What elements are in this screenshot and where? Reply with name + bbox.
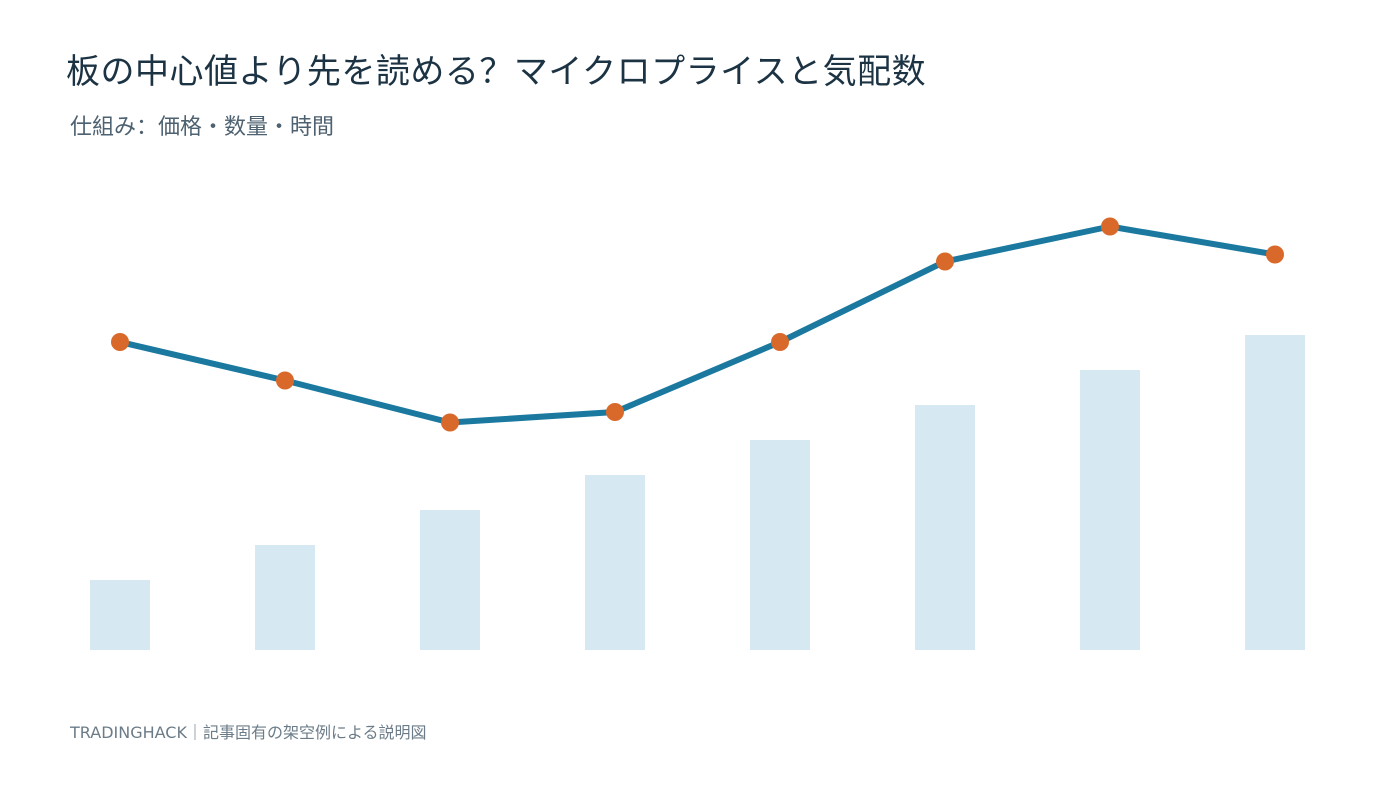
bar-series [90,335,1305,650]
bar-6 [915,405,975,650]
line-point-1 [111,333,129,351]
chart-title: 板の中心値より先を読める？マイクロプライスと気配数 [66,52,927,92]
line-series [117,223,1278,426]
bar-4 [585,475,645,650]
line-point-8 [1266,245,1284,264]
line-point-6 [936,252,954,271]
line-point-4 [606,403,624,421]
source-footer: TRADINGHACK｜記事固有の架空例による説明図 [70,723,427,742]
bar-3 [420,510,480,650]
bar-8 [1245,335,1305,650]
bar-2 [255,545,315,650]
line-point-2 [276,371,294,390]
line-point-5 [771,333,789,351]
bar-5 [750,440,810,650]
bar-1 [90,580,150,650]
line-markers [111,217,1284,432]
bar-7 [1080,370,1140,650]
line-point-3 [441,413,459,432]
chart-subtitle: 仕組み：価格・数量・時間 [70,115,335,140]
line-point-7 [1101,217,1119,236]
line-path [117,223,1278,426]
